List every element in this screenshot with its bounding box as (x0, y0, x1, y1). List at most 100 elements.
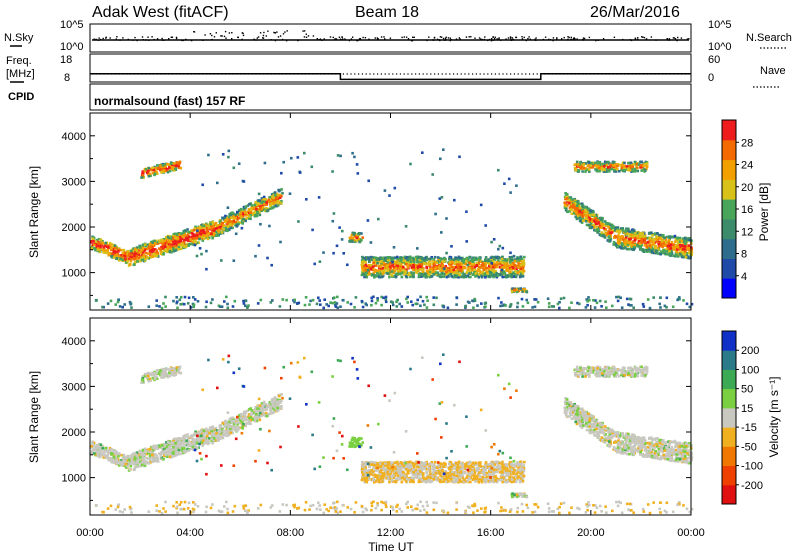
power-cell (217, 224, 221, 227)
power-cell (118, 247, 121, 250)
power-cell (455, 296, 459, 300)
power-cell (381, 271, 385, 275)
nsky-point (185, 38, 187, 41)
power-cell (215, 224, 219, 227)
power-cell (396, 260, 399, 263)
power-cell (495, 271, 498, 275)
power-cell (130, 253, 134, 257)
nsky-point (303, 36, 306, 38)
power-cell (148, 172, 152, 176)
power-cell (610, 167, 613, 171)
power-cell (482, 266, 486, 269)
velocity-cell (112, 461, 116, 464)
power-cell (188, 242, 191, 246)
power-cell (272, 198, 276, 202)
power-cell (617, 295, 621, 299)
power-cell (484, 266, 487, 270)
nsky-point (444, 39, 446, 41)
velocity-cell (112, 455, 116, 459)
power-cell (458, 155, 461, 159)
power-cell (668, 250, 671, 253)
power-cell (322, 251, 325, 254)
power-cell (645, 250, 649, 253)
power-cell (601, 221, 604, 224)
power-cell (432, 258, 435, 261)
power-cell (487, 262, 491, 265)
power-cell (120, 256, 123, 259)
velocity-cell (187, 435, 191, 439)
power-cell (138, 245, 141, 248)
power-cell (180, 244, 184, 247)
power-cell (362, 272, 365, 276)
nsky-point (156, 38, 159, 40)
velocity-cell (183, 450, 187, 453)
power-cell (601, 223, 604, 226)
power-cell (124, 251, 127, 255)
power-cell (597, 225, 601, 229)
velocity-cell (211, 441, 214, 445)
power-cell (399, 270, 402, 274)
nsky-point (440, 36, 443, 38)
velocity-cell (180, 449, 184, 452)
power-cell (377, 217, 380, 221)
power-cell (591, 166, 595, 169)
velocity-cell (165, 445, 168, 448)
power-cell (136, 251, 140, 255)
power-cell (626, 244, 630, 248)
power-cell (618, 241, 621, 244)
power-cell (228, 220, 231, 224)
power-cell (180, 232, 183, 235)
power-cell (244, 205, 248, 208)
power-cell (621, 229, 625, 232)
power-cell (491, 266, 494, 270)
power-cell (500, 257, 504, 261)
power-cell (663, 304, 667, 308)
velocity-cell (132, 463, 135, 466)
power-cell (372, 261, 375, 264)
power-cell (196, 241, 199, 244)
velocity-cell (93, 448, 96, 452)
power-cell (263, 161, 267, 165)
power-cell (605, 163, 608, 166)
power-cell (642, 250, 646, 253)
power-cell (612, 240, 616, 244)
velocity-cell (203, 435, 206, 439)
power-cell (664, 248, 668, 251)
velocity-cell (137, 458, 140, 461)
power-cell (172, 245, 175, 249)
power-cell (207, 153, 210, 157)
power-cell (215, 227, 218, 230)
velocity-cell (193, 438, 197, 442)
power-cell (353, 306, 356, 309)
power-cell (249, 214, 252, 217)
power-cell (202, 234, 205, 237)
velocity-cell (96, 453, 100, 457)
power-cell (616, 168, 619, 171)
velocity-cell (200, 429, 203, 432)
power-cell (416, 298, 419, 302)
nsky-point (478, 37, 481, 39)
velocity-cell (186, 444, 190, 447)
power-cell (596, 219, 599, 222)
power-cell (139, 259, 142, 263)
power-cell (272, 205, 276, 209)
power-cell (175, 232, 179, 236)
power-cell (463, 262, 466, 265)
nsky-point (444, 37, 447, 40)
power-cell (211, 236, 214, 240)
power-cell (115, 250, 118, 254)
power-cell (521, 262, 524, 266)
power-cell (473, 297, 476, 301)
power-cell (448, 271, 452, 274)
power-cell (435, 296, 438, 300)
power-cell (640, 235, 644, 238)
power-cell (588, 214, 592, 217)
power-cell (501, 246, 505, 250)
power-cell (395, 300, 398, 304)
power-cell (211, 222, 215, 226)
power-cell (138, 255, 142, 258)
velocity-cell (196, 439, 199, 442)
power-cell (149, 245, 153, 248)
power-cell (612, 168, 616, 172)
nsearch-tick-bottom: 10^0 (708, 41, 732, 53)
